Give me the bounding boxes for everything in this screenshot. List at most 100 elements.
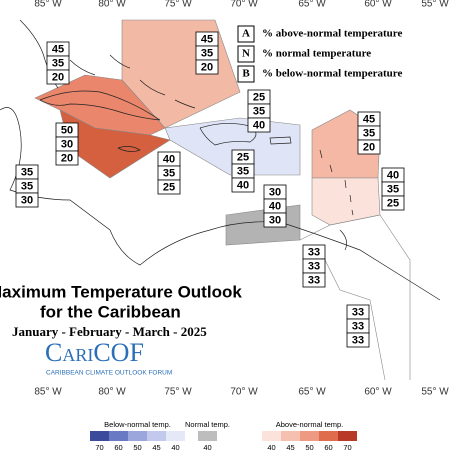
colorbar-swatch bbox=[90, 431, 109, 441]
box-cell bbox=[346, 332, 370, 348]
box-value: 20 bbox=[52, 71, 64, 83]
logo-caption: CARIBBEAN CLIMATE OUTLOOK FORUM bbox=[46, 370, 172, 377]
box-value: 20 bbox=[363, 141, 375, 153]
box-value: 20 bbox=[201, 61, 213, 73]
box-cell bbox=[302, 272, 326, 288]
coast-hispaniola bbox=[199, 123, 257, 146]
box-cell bbox=[381, 195, 405, 211]
box-value: 30 bbox=[269, 186, 281, 198]
box-value: 25 bbox=[387, 197, 399, 209]
box-value: 25 bbox=[253, 91, 265, 103]
colorbar: Below-normal temp. 70 60 50 45 40 Normal temp.… bbox=[90, 420, 357, 450]
legend-text: % normal temperature bbox=[262, 48, 371, 60]
bottom-longitude: 55° W bbox=[421, 387, 449, 398]
bottom-longitude: 60° W bbox=[364, 387, 392, 398]
box-value: 45 bbox=[52, 43, 64, 55]
box-cell bbox=[157, 179, 181, 195]
colorbar-swatch bbox=[281, 431, 300, 441]
box-cell bbox=[195, 59, 219, 75]
map-subtitle: for the Caribbean bbox=[40, 302, 181, 321]
box-cell bbox=[15, 192, 39, 208]
top-longitude: 70° W bbox=[230, 0, 258, 10]
box-value: 35 bbox=[21, 166, 33, 178]
colorbar-tick: 40 bbox=[171, 443, 179, 450]
colorbar-tick: 45 bbox=[286, 443, 294, 450]
box-value: 30 bbox=[61, 138, 73, 150]
legend-key: A bbox=[242, 28, 250, 40]
legend-text: % above-normal temperature bbox=[262, 28, 402, 40]
colorbar-tick: 50 bbox=[305, 443, 313, 450]
top-longitude: 85° W bbox=[34, 0, 62, 10]
box-value: 40 bbox=[269, 200, 281, 212]
logo: CariCOF bbox=[45, 338, 144, 367]
legend-key: B bbox=[242, 68, 250, 80]
bottom-longitude: 85° W bbox=[34, 387, 62, 398]
bottom-longitude: 80° W bbox=[98, 387, 126, 398]
box-value: 35 bbox=[253, 105, 265, 117]
box-value: 35 bbox=[52, 57, 64, 69]
box-value: 40 bbox=[387, 169, 399, 181]
colorbar-swatch bbox=[109, 431, 128, 441]
box-value: 35 bbox=[237, 165, 249, 177]
legend-key: N bbox=[242, 48, 250, 60]
colorbar-swatch bbox=[198, 431, 217, 441]
box-value: 45 bbox=[201, 33, 213, 45]
box-value: 25 bbox=[163, 181, 175, 193]
box-value: 20 bbox=[61, 152, 73, 164]
box-value: 33 bbox=[308, 274, 320, 286]
box-value: 35 bbox=[21, 180, 33, 192]
region-guianas bbox=[299, 214, 411, 380]
box-value: 45 bbox=[363, 113, 375, 125]
colorbar-swatch bbox=[147, 431, 166, 441]
coast-jamaica bbox=[117, 146, 141, 152]
legend-key-box bbox=[237, 25, 255, 43]
bottom-longitude: 70° W bbox=[230, 387, 258, 398]
box-value: 35 bbox=[163, 167, 175, 179]
box-value: 30 bbox=[269, 214, 281, 226]
box-value: 40 bbox=[163, 153, 175, 165]
box-cell bbox=[55, 150, 79, 166]
probability-boxes: 45 35 20 45 35 20 50 30 20 25 35 40 45 35 20 35 35 30 40 35… bbox=[15, 31, 405, 348]
top-longitude: 55° W bbox=[421, 0, 449, 10]
colorbar-swatch bbox=[166, 431, 185, 441]
box-value: 33 bbox=[352, 320, 364, 332]
colorbar-tick: 40 bbox=[267, 443, 275, 450]
colorbar-swatch bbox=[262, 431, 281, 441]
map-period: January - February - March - 2025 bbox=[12, 324, 207, 339]
box-value: 50 bbox=[61, 124, 73, 136]
colorbar-label: Above-normal temp. bbox=[276, 420, 344, 429]
colorbar-swatch bbox=[319, 431, 338, 441]
box-value: 33 bbox=[308, 260, 320, 272]
box-cell bbox=[247, 117, 271, 133]
colorbar-swatch bbox=[338, 431, 357, 441]
colorbar-label: Normal temp. bbox=[185, 420, 230, 429]
box-value: 40 bbox=[237, 179, 249, 191]
top-longitude: 65° W bbox=[298, 0, 326, 10]
box-value: 35 bbox=[363, 127, 375, 139]
legend-key-box bbox=[237, 65, 255, 83]
colorbar-tick: 70 bbox=[95, 443, 103, 450]
box-cell bbox=[231, 177, 255, 193]
colorbar-tick: 50 bbox=[133, 443, 141, 450]
colorbar-tick: 70 bbox=[343, 443, 351, 450]
map-title: Maximum Temperature Outlook bbox=[0, 282, 242, 301]
top-longitude: 80° W bbox=[98, 0, 126, 10]
box-value: 33 bbox=[352, 334, 364, 346]
coast-puerto-rico bbox=[269, 136, 292, 145]
colorbar-tick: 45 bbox=[152, 443, 160, 450]
colorbar-tick: 60 bbox=[324, 443, 332, 450]
colorbar-swatch bbox=[300, 431, 319, 441]
legend-text: % below-normal temperature bbox=[262, 68, 402, 80]
box-value: 35 bbox=[387, 183, 399, 195]
box-value: 40 bbox=[253, 119, 265, 131]
box-cell bbox=[46, 69, 70, 85]
box-value: 25 bbox=[237, 151, 249, 163]
legend-key-box bbox=[237, 45, 255, 63]
box-cell bbox=[263, 212, 287, 228]
legend: A % above-normal temperature N % normal tem… bbox=[237, 25, 402, 83]
coast-cuba bbox=[39, 90, 161, 121]
region-windwards bbox=[311, 177, 381, 226]
bottom-longitude: 65° W bbox=[298, 387, 326, 398]
box-value: 30 bbox=[21, 194, 33, 206]
